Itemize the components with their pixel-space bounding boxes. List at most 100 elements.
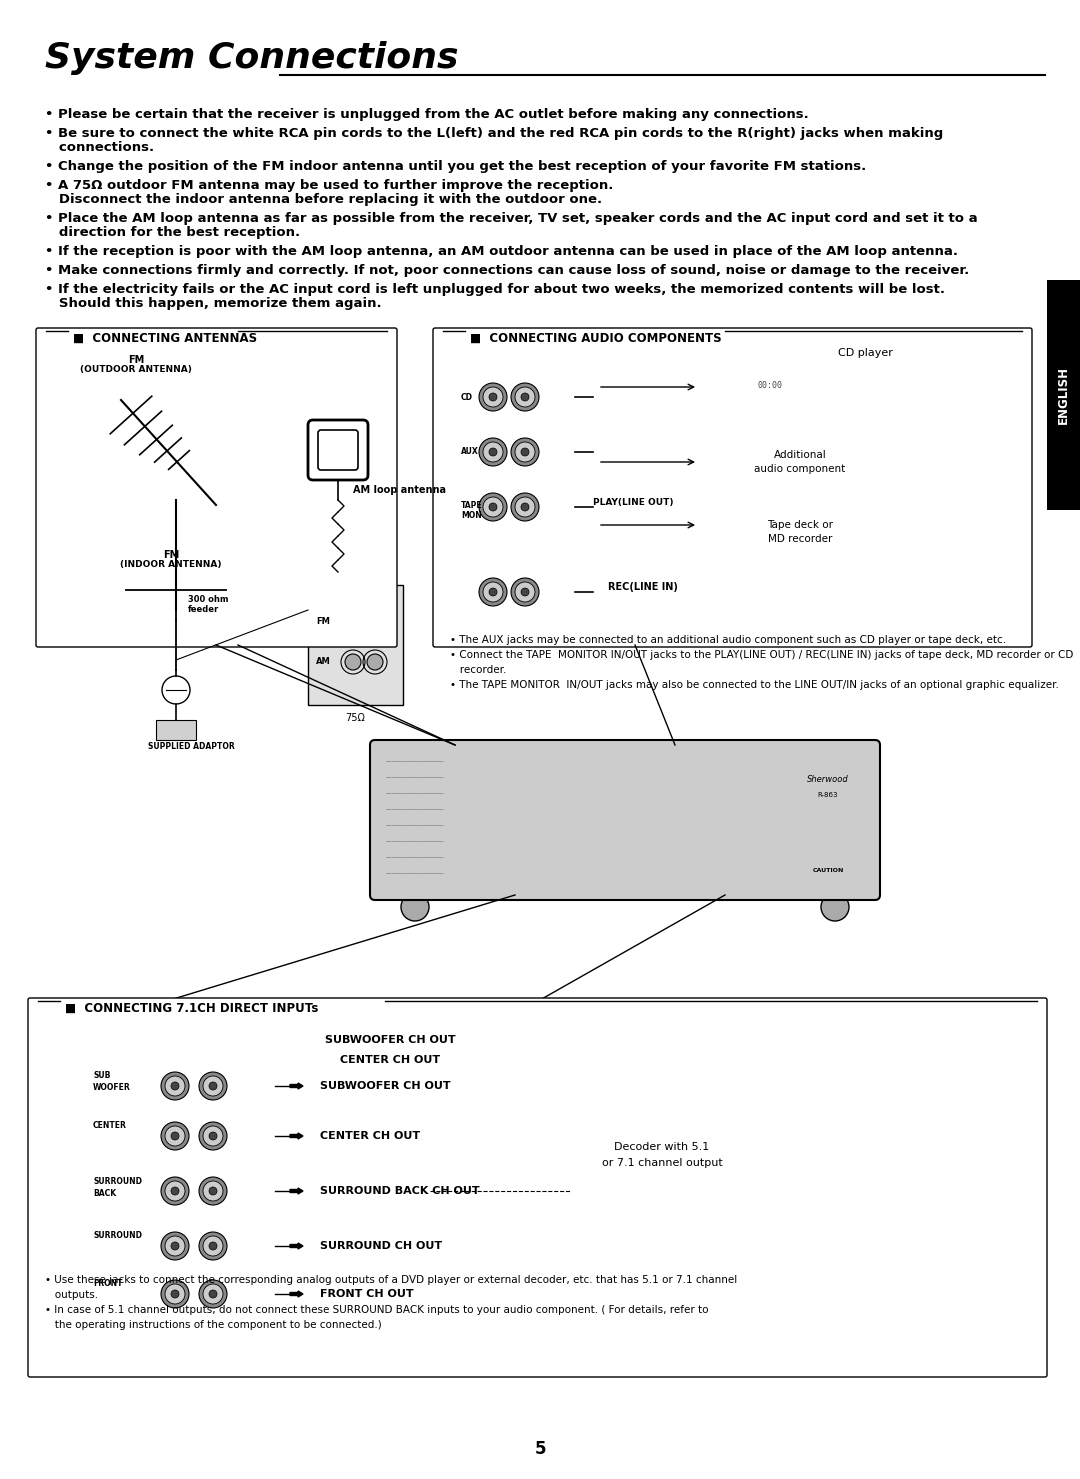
Circle shape [515, 442, 535, 461]
Circle shape [712, 760, 723, 771]
Circle shape [161, 1232, 189, 1260]
Text: FM: FM [163, 550, 179, 561]
Circle shape [521, 589, 529, 596]
Text: R-863: R-863 [818, 791, 838, 799]
Text: • Place the AM loop antenna as far as possible from the receiver, TV set, speake: • Place the AM loop antenna as far as po… [45, 211, 977, 225]
Text: BACK: BACK [93, 1189, 117, 1198]
Circle shape [483, 497, 503, 518]
Text: Tape deck or: Tape deck or [767, 521, 833, 529]
Circle shape [588, 447, 598, 457]
Circle shape [737, 805, 747, 813]
Text: ──────────────────: ────────────────── [384, 824, 444, 830]
Circle shape [588, 805, 597, 813]
Text: • Connect the TAPE  MONITOR IN/OUT jacks to the PLAY(LINE OUT) / REC(LINE IN) ja: • Connect the TAPE MONITOR IN/OUT jacks … [450, 649, 1074, 660]
Text: Disconnect the indoor antenna before replacing it with the outdoor one.: Disconnect the indoor antenna before rep… [45, 192, 603, 206]
Text: ■  CONNECTING AUDIO COMPONENTS: ■ CONNECTING AUDIO COMPONENTS [470, 331, 721, 345]
Circle shape [737, 782, 747, 791]
Text: • The AUX jacks may be connected to an additional audio component such as CD pla: • The AUX jacks may be connected to an a… [450, 634, 1007, 645]
Circle shape [165, 1126, 185, 1146]
Circle shape [161, 1072, 189, 1100]
Text: SURROUND BACK CH OUT: SURROUND BACK CH OUT [320, 1186, 480, 1197]
Circle shape [521, 448, 529, 456]
Text: • Use these jacks to connect the corresponding analog outputs of a DVD player or: • Use these jacks to connect the corresp… [45, 1275, 738, 1285]
Text: • The TAPE MONITOR  IN/OUT jacks may also be connected to the LINE OUT/IN jacks : • The TAPE MONITOR IN/OUT jacks may also… [450, 680, 1058, 691]
Text: CENTER CH OUT: CENTER CH OUT [320, 1131, 420, 1140]
Text: • In case of 5.1 channel outputs, do not connect these SURROUND BACK inputs to y: • In case of 5.1 channel outputs, do not… [45, 1304, 708, 1315]
Circle shape [562, 782, 572, 791]
FancyBboxPatch shape [308, 420, 368, 481]
Circle shape [637, 825, 647, 836]
Circle shape [511, 493, 539, 521]
Text: • Be sure to connect the white RCA pin cords to the L(left) and the red RCA pin : • Be sure to connect the white RCA pin c… [45, 127, 943, 141]
Circle shape [483, 583, 503, 602]
Circle shape [662, 825, 672, 836]
Text: CAUTION: CAUTION [812, 868, 843, 873]
Circle shape [123, 587, 129, 593]
Bar [793, 859, 863, 887]
Circle shape [489, 393, 497, 401]
Circle shape [588, 825, 597, 836]
Circle shape [210, 1290, 217, 1299]
Circle shape [203, 1236, 222, 1256]
Bar [458, 427, 568, 478]
Circle shape [737, 847, 747, 858]
Circle shape [662, 760, 672, 771]
Text: SURROUND: SURROUND [93, 1232, 141, 1241]
Circle shape [637, 760, 647, 771]
Circle shape [821, 893, 849, 921]
Bar [789, 754, 865, 884]
Circle shape [737, 760, 747, 771]
Bar [838, 377, 846, 398]
Bar [85, 1028, 270, 1293]
Text: • Please be certain that the receiver is unplugged from the AC outlet before mak: • Please be certain that the receiver is… [45, 108, 809, 121]
Text: ──────────────────: ────────────────── [384, 760, 444, 765]
Circle shape [480, 383, 507, 411]
Circle shape [401, 893, 429, 921]
Circle shape [687, 760, 697, 771]
Bar [90, 1273, 265, 1313]
Circle shape [171, 1188, 179, 1195]
Bar [458, 566, 568, 617]
Circle shape [210, 1188, 217, 1195]
Bar [1047, 280, 1080, 510]
Text: feeder: feeder [188, 605, 219, 614]
Circle shape [210, 1242, 217, 1250]
Text: TAPE: TAPE [461, 500, 483, 509]
Circle shape [612, 782, 622, 791]
Circle shape [165, 1236, 185, 1256]
FancyBboxPatch shape [370, 740, 880, 901]
Text: ENGLISH: ENGLISH [1057, 365, 1070, 424]
Circle shape [637, 782, 647, 791]
Bar [870, 377, 879, 398]
Text: ──────────────────: ────────────────── [384, 808, 444, 813]
Circle shape [161, 1123, 189, 1151]
Circle shape [588, 782, 597, 791]
FancyArrow shape [291, 1291, 303, 1297]
Text: CD player: CD player [838, 348, 892, 358]
Text: FM: FM [316, 618, 329, 627]
FancyBboxPatch shape [28, 998, 1047, 1377]
Circle shape [562, 825, 572, 836]
Text: SUPPLIED ADAPTOR: SUPPLIED ADAPTOR [148, 742, 234, 751]
Circle shape [588, 760, 597, 771]
Circle shape [787, 782, 797, 791]
Bar [700, 512, 900, 552]
Text: AUX: AUX [461, 448, 478, 457]
Text: direction for the best reception.: direction for the best reception. [45, 226, 300, 240]
Circle shape [210, 1083, 217, 1090]
Circle shape [515, 497, 535, 518]
Circle shape [210, 1131, 217, 1140]
Text: AM: AM [316, 658, 330, 667]
Bar [882, 377, 890, 398]
FancyBboxPatch shape [36, 328, 397, 646]
Circle shape [588, 392, 598, 402]
Text: ──────────────────: ────────────────── [384, 776, 444, 781]
Text: • If the reception is poor with the AM loop antenna, an AM outdoor antenna can b: • If the reception is poor with the AM l… [45, 246, 958, 257]
Text: ──────────────────: ────────────────── [384, 856, 444, 861]
Text: ■  CONNECTING ANTENNAS: ■ CONNECTING ANTENNAS [73, 331, 257, 345]
Circle shape [762, 825, 772, 836]
Text: FRONT: FRONT [93, 1279, 122, 1288]
Circle shape [199, 1123, 227, 1151]
Text: • Change the position of the FM indoor antenna until you get the best reception : • Change the position of the FM indoor a… [45, 160, 866, 173]
Circle shape [203, 1077, 222, 1096]
